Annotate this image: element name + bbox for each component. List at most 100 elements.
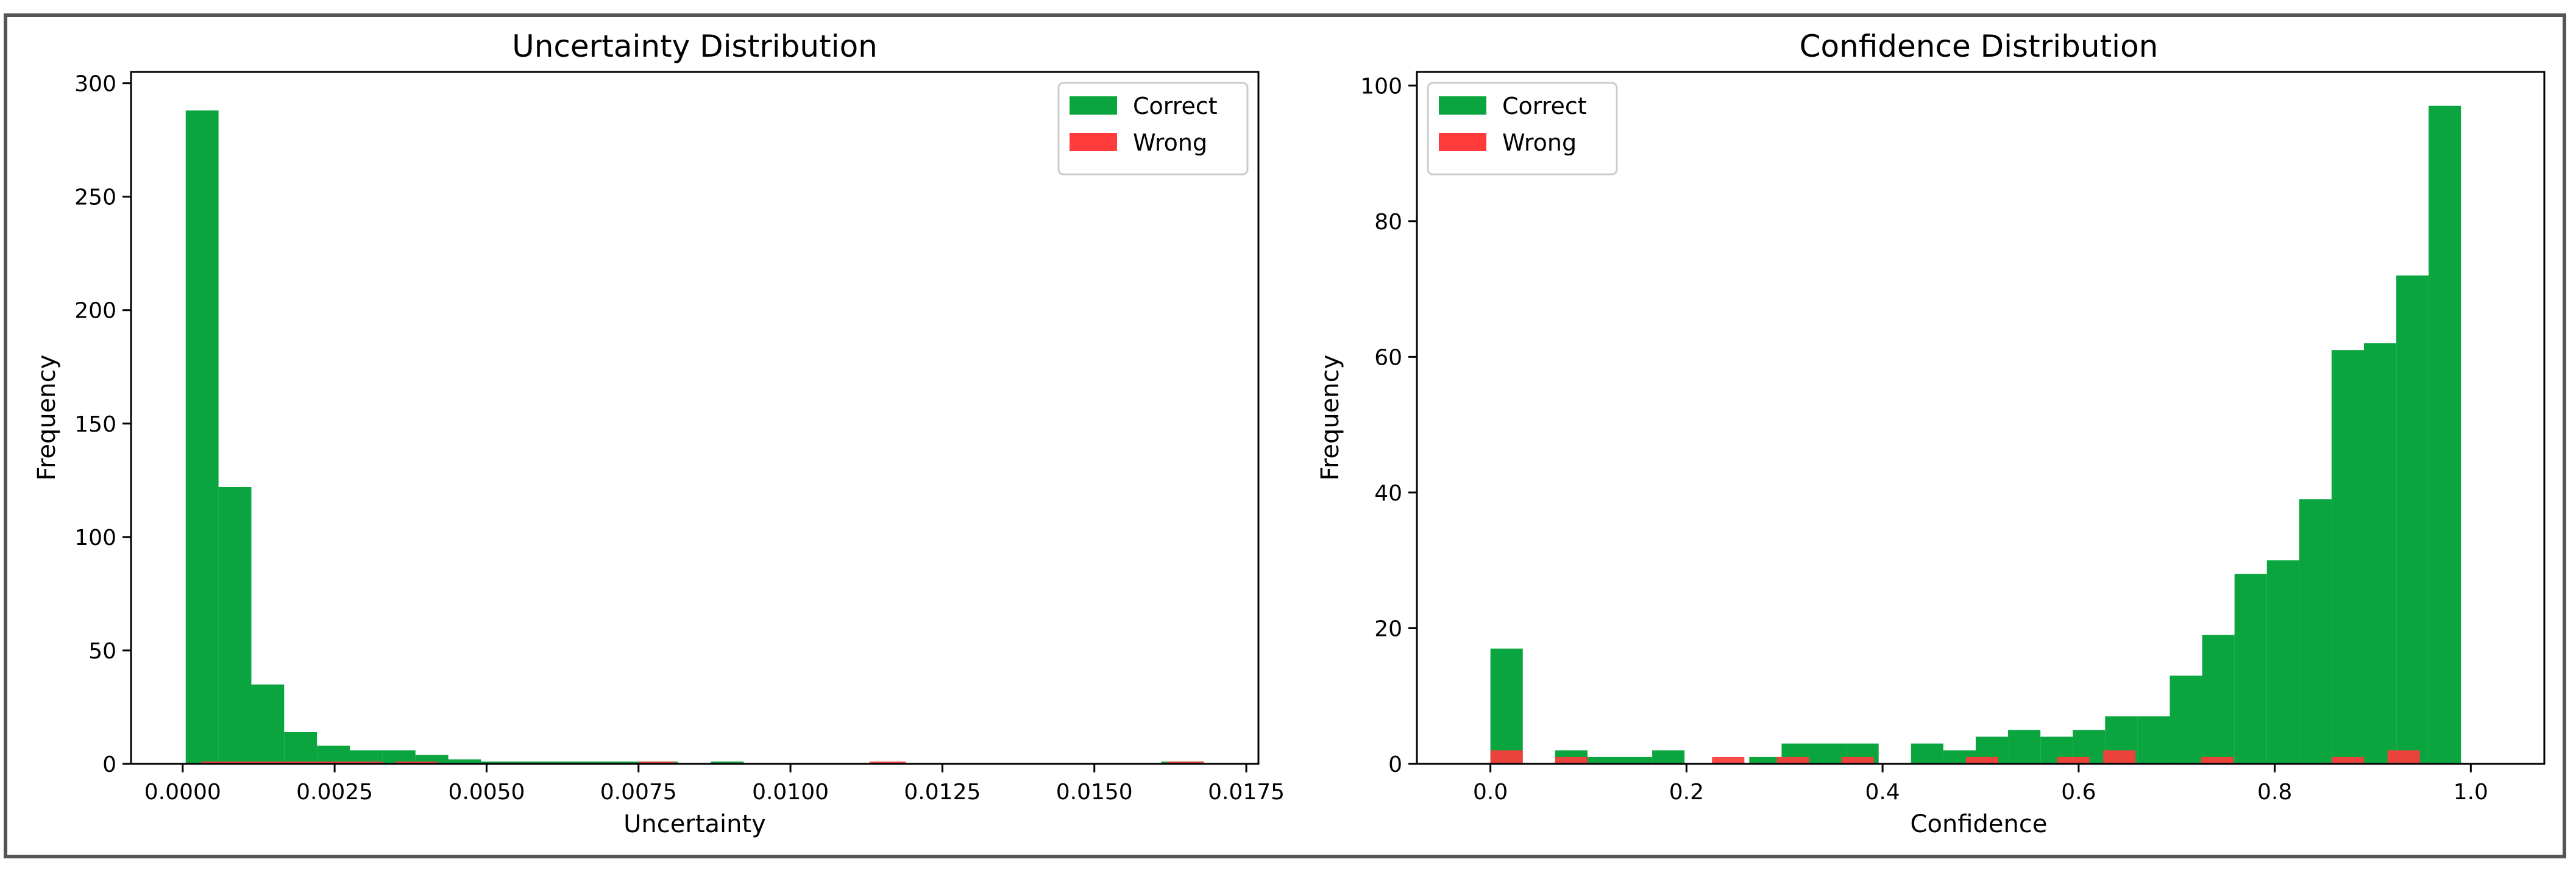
wrong-bar [2387, 750, 2420, 764]
wrong-bar [2057, 757, 2090, 764]
y-tick-label: 60 [1374, 345, 1402, 370]
wrong-bar [1490, 750, 1523, 764]
chart-title: Uncertainty Distribution [512, 29, 878, 64]
wrong-bar [347, 761, 383, 764]
wrong-legend-label: Wrong [1502, 129, 1577, 156]
x-tick-label: 0.6 [2061, 780, 2096, 805]
correct-bar [350, 750, 383, 764]
x-tick-label: 0.0075 [600, 780, 677, 805]
x-tick-label: 0.0100 [752, 780, 829, 805]
wrong-bar [2201, 757, 2234, 764]
correct-bar [2008, 730, 2041, 764]
y-tick-label: 100 [74, 526, 116, 551]
correct-bar [317, 746, 350, 764]
x-tick-label: 0.4 [1865, 780, 1900, 805]
correct-bar [1587, 757, 1620, 764]
y-tick-label: 40 [1374, 481, 1402, 506]
wrong-bar [869, 761, 906, 764]
plot-area [130, 71, 1260, 765]
y-tick-label: 20 [1374, 616, 1402, 641]
wrong-bar [1965, 757, 1998, 764]
correct-bar [514, 761, 547, 764]
y-tick-label: 0 [102, 752, 116, 777]
correct-bar [1620, 757, 1653, 764]
correct-bar [2170, 675, 2202, 764]
correct-bar [2137, 716, 2170, 764]
x-axis: 0.0000 0.0025 0.0050 0.0075 0.0100 0.0125 0.01… [144, 764, 1285, 805]
x-tick-label: 0.0175 [1208, 780, 1285, 805]
correct-bar [580, 761, 612, 764]
wrong-bar [1776, 757, 1809, 764]
bars [185, 110, 1204, 764]
x-tick-label: 0.0050 [448, 780, 525, 805]
correct-bar [218, 487, 252, 764]
correct-bar [2299, 499, 2332, 764]
correct-bar [2234, 574, 2267, 764]
correct-bar [1749, 757, 1782, 764]
correct-bar [2429, 105, 2461, 764]
correct-bar [2202, 635, 2235, 764]
correct-bar [612, 761, 645, 764]
correct-bar [284, 732, 318, 764]
x-axis: 0.0 0.2 0.4 0.6 0.8 1.0 [1473, 764, 2488, 805]
x-axis-label: Confidence [1911, 810, 2048, 838]
y-tick-label: 300 [74, 72, 116, 97]
correct-bar [1814, 743, 1847, 764]
wrong-bar [2331, 757, 2364, 764]
y-tick-label: 250 [74, 185, 116, 210]
x-tick-label: 0.2 [1669, 780, 1704, 805]
y-axis: 0 20 40 60 80 100 [1360, 74, 1417, 777]
wrong-bar [395, 761, 438, 764]
confidence-chart: Confidence Distribution 0.0 0.2 0.4 0.6 0.8 1… [1316, 29, 2546, 838]
correct-bar [2396, 275, 2429, 764]
x-tick-label: 0.0150 [1056, 780, 1133, 805]
wrong-bar [237, 761, 274, 764]
wrong-bar [638, 761, 675, 764]
correct-bar [711, 761, 744, 764]
y-axis-label: Frequency [33, 355, 61, 481]
x-tick-label: 0.0 [1473, 780, 1508, 805]
correct-legend-label: Correct [1133, 93, 1218, 119]
correct-bar [2364, 343, 2397, 764]
correct-bar [547, 761, 580, 764]
y-tick-label: 0 [1388, 752, 1402, 777]
y-tick-label: 50 [88, 639, 116, 664]
x-axis-label: Uncertainty [623, 810, 766, 838]
wrong-bar [200, 761, 238, 764]
correct-bar [185, 110, 219, 764]
correct-bar [251, 684, 285, 764]
legend: Correct Wrong [1057, 82, 1249, 176]
wrong-bar [1712, 757, 1745, 764]
correct-bar [2331, 350, 2364, 764]
y-tick-label: 150 [74, 412, 116, 437]
wrong-legend-swatch [1439, 133, 1486, 151]
x-tick-label: 0.0025 [296, 780, 373, 805]
bars [1490, 105, 2461, 764]
x-tick-label: 0.0125 [904, 780, 981, 805]
y-axis: 0 50 100 150 200 250 300 [74, 72, 131, 777]
plot-area [1416, 71, 2546, 765]
correct-bar [448, 759, 481, 764]
wrong-bar [1555, 757, 1588, 764]
correct-bar [2266, 560, 2299, 764]
correct-bar [382, 750, 416, 764]
chart-title: Confidence Distribution [1800, 29, 2159, 64]
correct-legend-swatch [1070, 96, 1117, 115]
wrong-bar [1841, 757, 1874, 764]
correct-bar [1652, 750, 1685, 764]
correct-bar [481, 761, 514, 764]
wrong-bar [310, 761, 347, 764]
wrong-legend-label: Wrong [1133, 129, 1207, 156]
legend: Correct Wrong [1427, 82, 1618, 176]
x-tick-label: 0.8 [2257, 780, 2292, 805]
x-tick-label: 0.0000 [144, 780, 221, 805]
correct-legend-label: Correct [1502, 93, 1587, 119]
wrong-bar [274, 761, 311, 764]
y-tick-label: 200 [74, 299, 116, 324]
wrong-bar [1167, 761, 1204, 764]
wrong-bar [2103, 750, 2136, 764]
wrong-legend-swatch [1070, 133, 1117, 151]
correct-bar [1490, 648, 1523, 764]
y-tick-label: 80 [1374, 210, 1402, 235]
